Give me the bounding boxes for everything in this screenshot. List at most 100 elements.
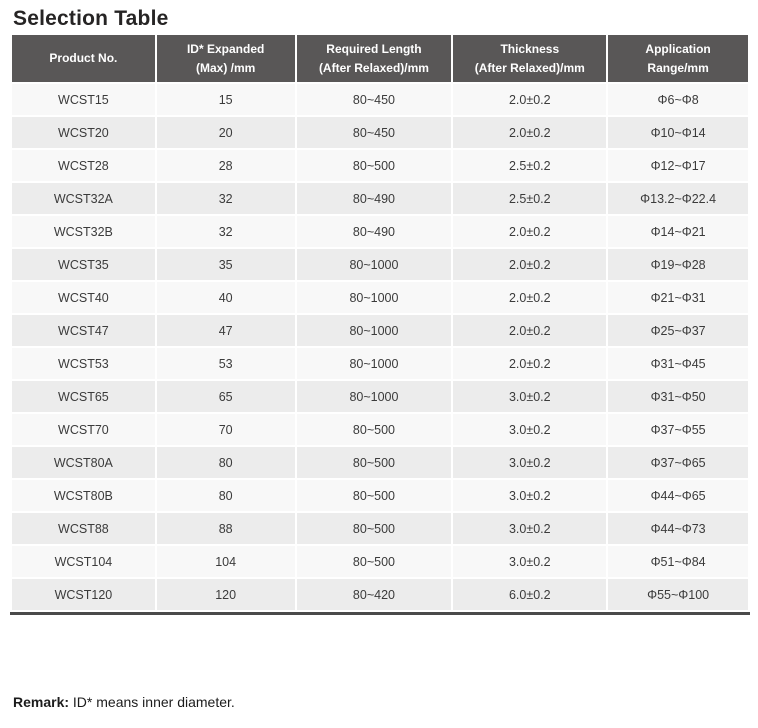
table-cell: Φ25~Φ37 bbox=[608, 315, 748, 346]
table-cell: 40 bbox=[157, 282, 295, 313]
header-row: Product No.ID* Expanded(Max) /mmRequired… bbox=[12, 35, 748, 82]
table-cell: 80~1000 bbox=[297, 348, 452, 379]
table-row: WCST80B8080~5003.0±0.2Φ44~Φ65 bbox=[12, 480, 748, 511]
table-cell: Φ31~Φ50 bbox=[608, 381, 748, 412]
table-cell: 104 bbox=[157, 546, 295, 577]
table-cell: 80~450 bbox=[297, 84, 452, 115]
table-cell: 80~500 bbox=[297, 150, 452, 181]
table-cell: WCST40 bbox=[12, 282, 155, 313]
table-cell: 15 bbox=[157, 84, 295, 115]
table-cell: 80~450 bbox=[297, 117, 452, 148]
table-row: WCST12012080~4206.0±0.2Φ55~Φ100 bbox=[12, 579, 748, 610]
table-cell: WCST65 bbox=[12, 381, 155, 412]
table-cell: Φ13.2~Φ22.4 bbox=[608, 183, 748, 214]
column-header: ApplicationRange/mm bbox=[608, 35, 748, 82]
table-cell: WCST32A bbox=[12, 183, 155, 214]
table-cell: 2.0±0.2 bbox=[453, 216, 606, 247]
table-cell: 2.0±0.2 bbox=[453, 348, 606, 379]
table-head: Product No.ID* Expanded(Max) /mmRequired… bbox=[12, 35, 748, 82]
table-cell: WCST32B bbox=[12, 216, 155, 247]
table-cell: 65 bbox=[157, 381, 295, 412]
table-cell: 3.0±0.2 bbox=[453, 546, 606, 577]
table-row: WCST282880~5002.5±0.2Φ12~Φ17 bbox=[12, 150, 748, 181]
table-cell: WCST70 bbox=[12, 414, 155, 445]
table-cell: 3.0±0.2 bbox=[453, 381, 606, 412]
table-cell: 28 bbox=[157, 150, 295, 181]
table-cell: 20 bbox=[157, 117, 295, 148]
table-cell: 2.0±0.2 bbox=[453, 282, 606, 313]
table-cell: 3.0±0.2 bbox=[453, 447, 606, 478]
table-cell: 80~1000 bbox=[297, 282, 452, 313]
table-cell: 2.0±0.2 bbox=[453, 84, 606, 115]
table-row: WCST404080~10002.0±0.2Φ21~Φ31 bbox=[12, 282, 748, 313]
column-header: Required Length(After Relaxed)/mm bbox=[297, 35, 452, 82]
table-cell: Φ6~Φ8 bbox=[608, 84, 748, 115]
table-cell: WCST20 bbox=[12, 117, 155, 148]
table-cell: 3.0±0.2 bbox=[453, 414, 606, 445]
table-cell: 3.0±0.2 bbox=[453, 513, 606, 544]
table-cell: 80~500 bbox=[297, 447, 452, 478]
table-cell: 80~500 bbox=[297, 513, 452, 544]
page-title: Selection Table bbox=[13, 7, 758, 31]
table-cell: Φ51~Φ84 bbox=[608, 546, 748, 577]
table-cell: 88 bbox=[157, 513, 295, 544]
table-row: WCST888880~5003.0±0.2Φ44~Φ73 bbox=[12, 513, 748, 544]
table-cell: WCST88 bbox=[12, 513, 155, 544]
column-header: Product No. bbox=[12, 35, 155, 82]
table-cell: 32 bbox=[157, 216, 295, 247]
table-row: WCST10410480~5003.0±0.2Φ51~Φ84 bbox=[12, 546, 748, 577]
table-cell: WCST53 bbox=[12, 348, 155, 379]
table-cell: WCST80A bbox=[12, 447, 155, 478]
table-row: WCST474780~10002.0±0.2Φ25~Φ37 bbox=[12, 315, 748, 346]
table-row: WCST535380~10002.0±0.2Φ31~Φ45 bbox=[12, 348, 748, 379]
table-row: WCST151580~4502.0±0.2Φ6~Φ8 bbox=[12, 84, 748, 115]
table-cell: Φ19~Φ28 bbox=[608, 249, 748, 280]
table-row: WCST32B3280~4902.0±0.2Φ14~Φ21 bbox=[12, 216, 748, 247]
table-cell: WCST80B bbox=[12, 480, 155, 511]
table-cell: 80~1000 bbox=[297, 381, 452, 412]
table-cell: 70 bbox=[157, 414, 295, 445]
remark: Remark: ID* means inner diameter. bbox=[13, 694, 235, 710]
table-cell: Φ21~Φ31 bbox=[608, 282, 748, 313]
table-cell: 32 bbox=[157, 183, 295, 214]
table-cell: Φ31~Φ45 bbox=[608, 348, 748, 379]
table-cell: 80~1000 bbox=[297, 249, 452, 280]
table-cell: 2.5±0.2 bbox=[453, 183, 606, 214]
table-cell: 80~500 bbox=[297, 414, 452, 445]
table-cell: 80~490 bbox=[297, 183, 452, 214]
table-body: WCST151580~4502.0±0.2Φ6~Φ8WCST202080~450… bbox=[12, 84, 748, 610]
table-cell: WCST28 bbox=[12, 150, 155, 181]
table-cell: 53 bbox=[157, 348, 295, 379]
table-cell: 2.5±0.2 bbox=[453, 150, 606, 181]
table-cell: WCST120 bbox=[12, 579, 155, 610]
table-cell: 80~490 bbox=[297, 216, 452, 247]
table-cell: Φ44~Φ65 bbox=[608, 480, 748, 511]
table-cell: 80 bbox=[157, 480, 295, 511]
table-cell: Φ14~Φ21 bbox=[608, 216, 748, 247]
table-cell: 35 bbox=[157, 249, 295, 280]
table-cell: Φ55~Φ100 bbox=[608, 579, 748, 610]
table-cell: 6.0±0.2 bbox=[453, 579, 606, 610]
table-cell: Φ37~Φ65 bbox=[608, 447, 748, 478]
table-cell: Φ37~Φ55 bbox=[608, 414, 748, 445]
remark-text: ID* means inner diameter. bbox=[73, 694, 235, 710]
table-cell: 80 bbox=[157, 447, 295, 478]
table-cell: 3.0±0.2 bbox=[453, 480, 606, 511]
table-cell: Φ44~Φ73 bbox=[608, 513, 748, 544]
table-cell: 2.0±0.2 bbox=[453, 117, 606, 148]
table-cell: WCST35 bbox=[12, 249, 155, 280]
remark-label: Remark: bbox=[13, 694, 69, 710]
table-cell: 2.0±0.2 bbox=[453, 249, 606, 280]
selection-table: Product No.ID* Expanded(Max) /mmRequired… bbox=[10, 33, 750, 615]
table-cell: Φ12~Φ17 bbox=[608, 150, 748, 181]
table-cell: 80~500 bbox=[297, 546, 452, 577]
table-cell: 80~500 bbox=[297, 480, 452, 511]
table-row: WCST707080~5003.0±0.2Φ37~Φ55 bbox=[12, 414, 748, 445]
column-header: Thickness(After Relaxed)/mm bbox=[453, 35, 606, 82]
table-row: WCST80A8080~5003.0±0.2Φ37~Φ65 bbox=[12, 447, 748, 478]
table-cell: 120 bbox=[157, 579, 295, 610]
column-header: ID* Expanded(Max) /mm bbox=[157, 35, 295, 82]
table-row: WCST656580~10003.0±0.2Φ31~Φ50 bbox=[12, 381, 748, 412]
table-cell: 47 bbox=[157, 315, 295, 346]
table-row: WCST202080~4502.0±0.2Φ10~Φ14 bbox=[12, 117, 748, 148]
